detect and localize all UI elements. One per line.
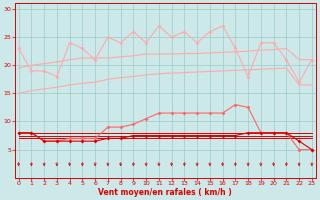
X-axis label: Vent moyen/en rafales ( km/h ): Vent moyen/en rafales ( km/h ) [98,188,232,197]
